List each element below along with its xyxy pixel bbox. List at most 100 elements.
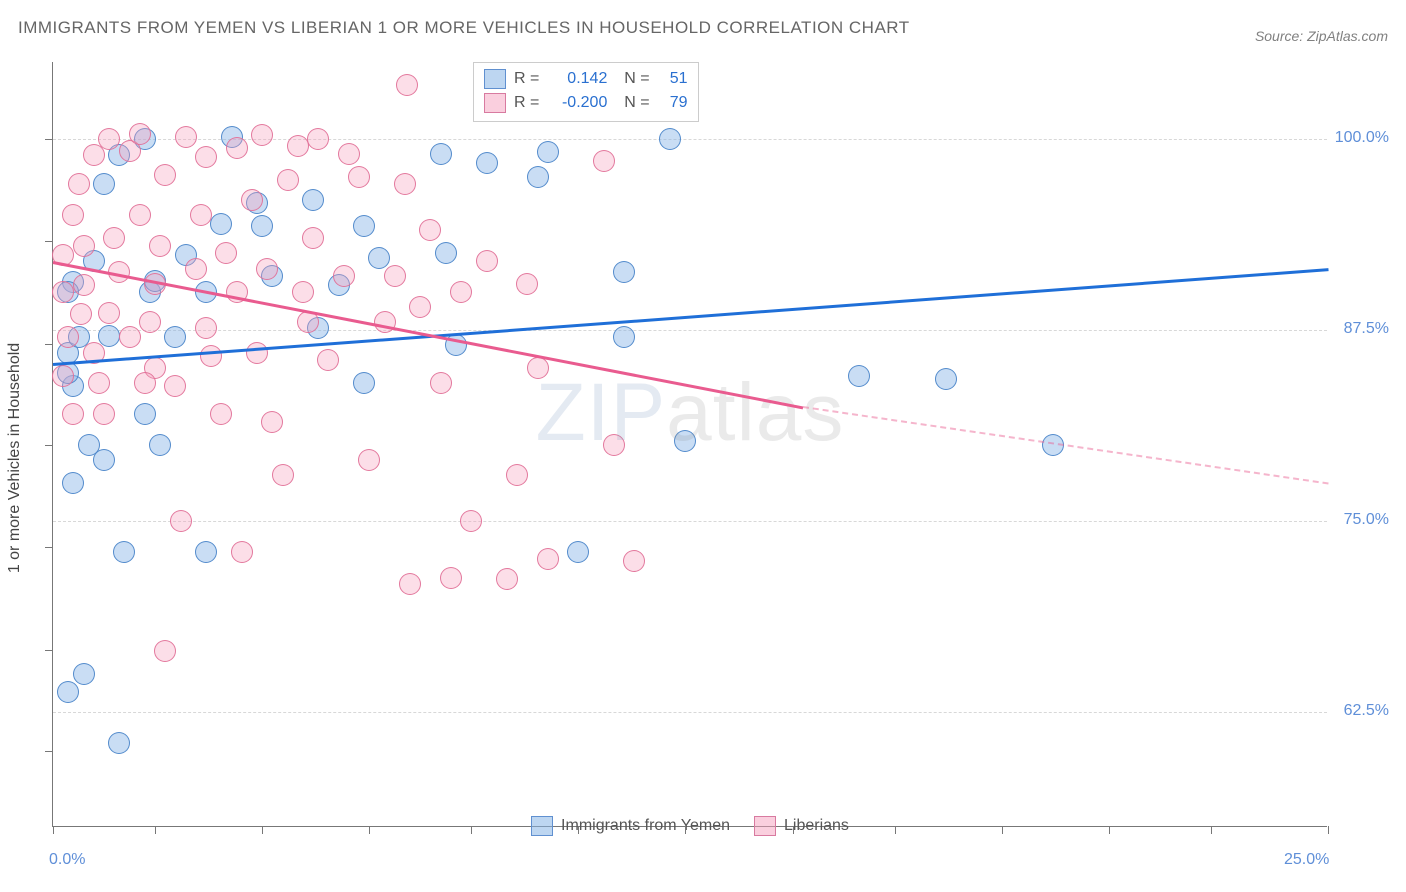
data-point [419,219,441,241]
data-point [119,326,141,348]
data-point [613,261,635,283]
data-point [527,166,549,188]
x-tick [578,826,579,834]
data-point [440,567,462,589]
data-point [98,302,120,324]
data-point [409,296,431,318]
stat-n-value: 79 [658,91,688,115]
data-point [659,128,681,150]
stat-r-label: R = [514,91,539,115]
data-point [70,303,92,325]
legend-item-yemen: Immigrants from Yemen [531,816,730,836]
data-point [164,326,186,348]
stat-n-label: N = [615,91,649,115]
chart-title: IMMIGRANTS FROM YEMEN VS LIBERIAN 1 OR M… [18,18,910,38]
y-tick [45,139,53,140]
data-point [396,74,418,96]
data-point [98,128,120,150]
data-point [516,273,538,295]
data-point [195,541,217,563]
data-point [674,430,696,452]
data-point [567,541,589,563]
stat-r-label: R = [514,67,539,91]
correlation-chart: ZIPatlas R = 0.142 N = 51 R = -0.200 N =… [45,50,1390,865]
data-point [185,258,207,280]
data-point [261,411,283,433]
x-tick [471,826,472,834]
data-point [154,164,176,186]
data-point [215,242,237,264]
data-point [353,372,375,394]
x-tick [1211,826,1212,834]
y-axis-title: 1 or more Vehicles in Household [6,342,24,572]
data-point [170,510,192,532]
legend-item-liberians: Liberians [754,816,849,836]
data-point [134,403,156,425]
data-point [93,173,115,195]
data-point [149,434,171,456]
data-point [73,235,95,257]
legend-label: Liberians [784,817,849,835]
x-tick [895,826,896,834]
gridline [53,330,1327,331]
y-tick [45,241,53,242]
gridline [53,712,1327,713]
data-point [210,213,232,235]
data-point [593,150,615,172]
data-point [93,449,115,471]
x-tick [262,826,263,834]
y-tick-label: 87.5% [1344,320,1389,338]
data-point [57,326,79,348]
data-point [129,123,151,145]
data-point [338,143,360,165]
data-point [374,311,396,333]
x-tick-label: 0.0% [49,851,85,869]
data-point [317,349,339,371]
data-point [73,274,95,296]
y-tick [45,650,53,651]
data-point [527,357,549,379]
data-point [358,449,380,471]
legend-label: Immigrants from Yemen [561,817,730,835]
data-point [68,173,90,195]
x-tick [1328,826,1329,834]
trend-line [803,406,1329,484]
x-tick [155,826,156,834]
data-point [134,372,156,394]
data-point [476,250,498,272]
data-point [200,345,222,367]
data-point [435,242,457,264]
y-tick-label: 75.0% [1344,511,1389,529]
data-point [307,128,329,150]
stats-row-liberians: R = -0.200 N = 79 [484,91,688,115]
data-point [226,137,248,159]
data-point [129,204,151,226]
x-tick [1109,826,1110,834]
data-point [302,227,324,249]
data-point [399,573,421,595]
data-point [394,173,416,195]
x-tick [369,826,370,834]
data-point [210,403,232,425]
data-point [62,472,84,494]
stats-legend: R = 0.142 N = 51 R = -0.200 N = 79 [473,62,699,122]
data-point [52,365,74,387]
data-point [348,166,370,188]
x-tick-label: 25.0% [1284,851,1329,869]
data-point [251,215,273,237]
data-point [287,135,309,157]
data-point [98,325,120,347]
data-point [302,189,324,211]
data-point [62,204,84,226]
y-tick [45,344,53,345]
data-point [113,541,135,563]
stat-n-value: 51 [658,67,688,91]
x-tick [1002,826,1003,834]
data-point [195,317,217,339]
data-point [241,189,263,211]
y-tick [45,751,53,752]
data-point [175,126,197,148]
data-point [83,144,105,166]
data-point [108,732,130,754]
plot-area: ZIPatlas R = 0.142 N = 51 R = -0.200 N =… [52,62,1327,827]
